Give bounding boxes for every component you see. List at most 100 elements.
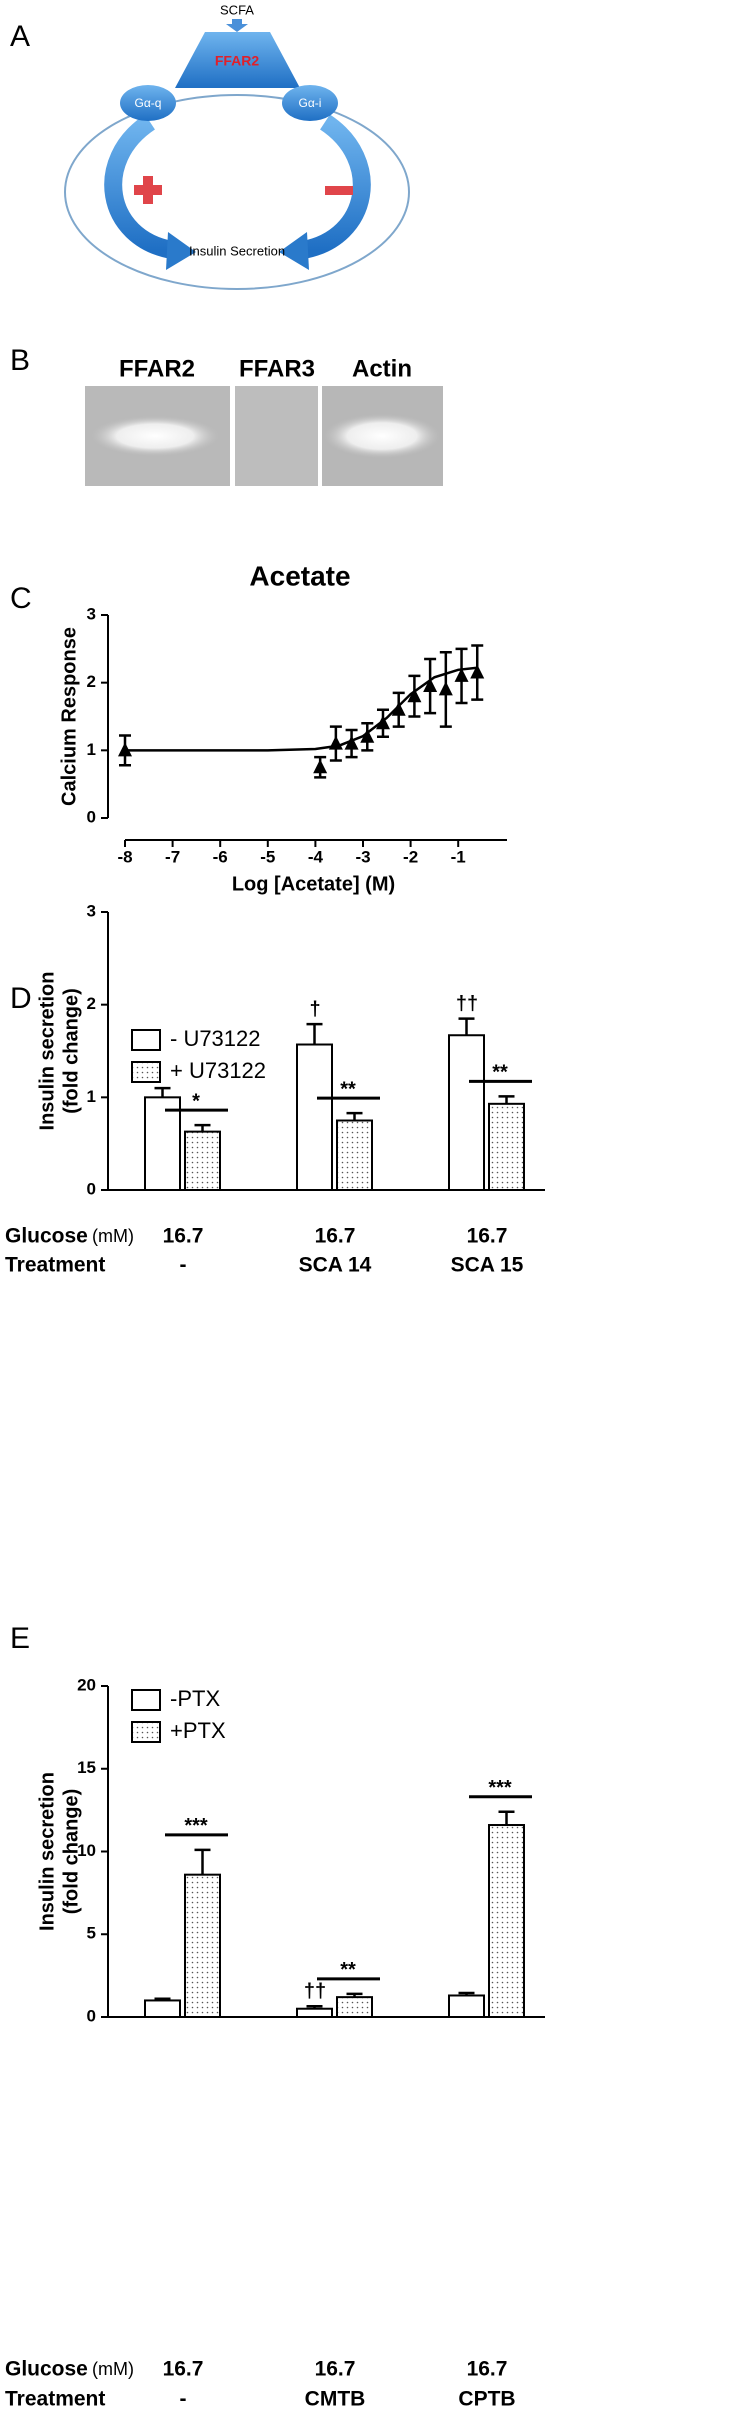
table-cell: - [180, 2388, 187, 2411]
legend-swatch [131, 1029, 161, 1051]
point [423, 678, 438, 693]
y-tick-label: 2 [87, 672, 96, 691]
y-tick-label: 3 [87, 604, 96, 623]
row-label: Glucose [5, 1225, 88, 1248]
x-axis-label: Log [Acetate] (M) [232, 873, 395, 895]
error-bar [498, 1810, 515, 1826]
error-bar [498, 1095, 515, 1104]
chart-title: Acetate [249, 560, 350, 591]
legend-label: - U73122 [170, 1026, 261, 1051]
panel-label: A [10, 20, 30, 53]
significance-label: *** [488, 1777, 512, 1799]
y-tick-label: 0 [87, 807, 96, 826]
significance-label: ** [340, 1959, 356, 1981]
output-label: Insulin Secretion [189, 243, 285, 258]
bar [488, 1102, 525, 1191]
table-cell: 16.7 [163, 1225, 204, 1248]
input-label: SCFA [220, 2, 254, 17]
bar [296, 1043, 333, 1191]
arrow-head [166, 232, 196, 270]
arrow-left [104, 114, 175, 259]
x-tick-label: -5 [260, 847, 275, 866]
protein-label: Gα-q [135, 96, 162, 110]
significance-label: ** [340, 1078, 356, 1100]
point [375, 715, 390, 730]
significance-label: * [192, 1090, 200, 1112]
panel-label: B [10, 344, 30, 377]
arrow-right [300, 114, 371, 259]
bar [296, 2007, 333, 2018]
table-cell: 16.7 [315, 2358, 356, 2381]
error-bar [154, 1086, 171, 1098]
y-axis-label: (fold change) [60, 988, 82, 1114]
panel-label: E [10, 1622, 30, 1655]
table-cell: CPTB [458, 2388, 515, 2411]
lane-label: FFAR3 [239, 355, 315, 382]
gel-lane [235, 386, 318, 486]
gel-band [324, 414, 440, 458]
significance-label: ** [492, 1062, 508, 1084]
receptor [175, 32, 300, 88]
error-bar [346, 1111, 363, 1121]
legend-swatch [131, 1061, 161, 1083]
y-axis-label: Insulin secretion [36, 972, 58, 1131]
y-tick-label: 0 [87, 2006, 96, 2025]
y-axis-label: Insulin secretion [36, 1772, 58, 1931]
receptor-label: FFAR2 [215, 53, 260, 69]
x-tick-label: -8 [117, 847, 132, 866]
y-tick-label: 10 [77, 1841, 96, 1860]
table-cell: CMTB [305, 2388, 366, 2411]
row-unit: (mM) [92, 2359, 134, 2379]
bar [336, 1119, 373, 1191]
point [313, 759, 328, 774]
bar [488, 1824, 525, 2019]
arrow-head [279, 232, 309, 270]
point [407, 688, 422, 703]
bar [184, 1130, 221, 1191]
legend-swatch [131, 1689, 161, 1711]
table-cell: - [180, 1254, 187, 1277]
row-label: Treatment [5, 2388, 105, 2411]
panel-label: D [10, 982, 32, 1015]
dagger-label: †† [456, 993, 478, 1015]
bar [144, 1096, 181, 1192]
point [454, 667, 469, 682]
legend-label: + U73122 [170, 1058, 266, 1083]
row-label: Glucose [5, 2358, 88, 2381]
y-tick-label: 5 [87, 1924, 96, 1943]
protein [282, 85, 338, 121]
y-tick-label: 0 [87, 1179, 96, 1198]
x-tick-label: -4 [308, 847, 324, 866]
point [344, 735, 359, 750]
input-arrow [226, 19, 248, 32]
error-bar [458, 1017, 475, 1036]
table-cell: SCA 14 [299, 1254, 372, 1277]
gel-band [91, 416, 219, 456]
y-tick-label: 15 [77, 1758, 96, 1777]
error-bar [194, 1848, 211, 1875]
table-cell: 16.7 [315, 1225, 356, 1248]
legend-label: +PTX [170, 1718, 226, 1743]
bar [184, 1873, 221, 2019]
table-cell: 16.7 [163, 2358, 204, 2381]
protein [120, 85, 176, 121]
fit-curve [125, 666, 478, 752]
protein-label: Gα-i [299, 96, 322, 110]
x-tick-label: -3 [355, 847, 370, 866]
plus [143, 176, 153, 204]
point [118, 742, 132, 757]
lane-label: Actin [352, 355, 412, 382]
point [470, 664, 485, 679]
lane-label: FFAR2 [119, 355, 195, 382]
table-cell: 16.7 [467, 2358, 508, 2381]
panel-label: C [10, 582, 32, 615]
x-tick-label: -2 [403, 847, 418, 866]
error-bar [306, 1022, 323, 1045]
legend-swatch [131, 1721, 161, 1743]
legend-label: -PTX [170, 1686, 220, 1711]
y-axis-label: (fold change) [60, 1789, 82, 1915]
dagger-label: † [309, 998, 320, 1020]
point [360, 728, 375, 743]
bar [448, 1994, 485, 2018]
